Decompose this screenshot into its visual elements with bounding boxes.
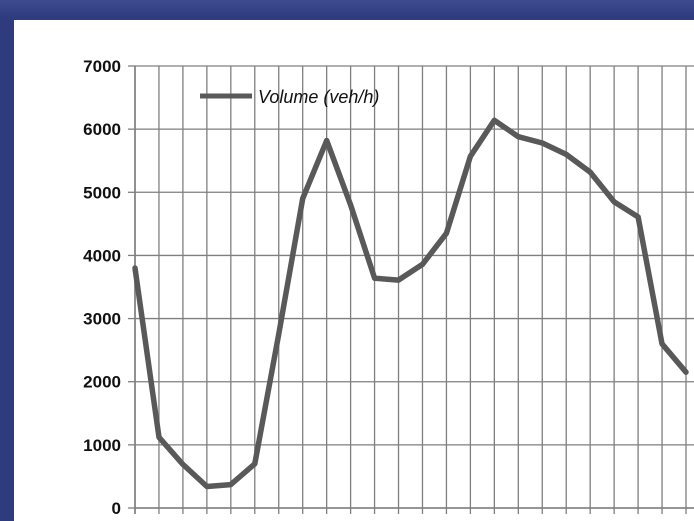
slide-background [0, 0, 694, 18]
data-point [563, 151, 569, 157]
y-tick-label: 4000 [83, 246, 121, 265]
data-point [348, 202, 354, 208]
y-tick-label: 5000 [83, 183, 121, 202]
data-point [300, 196, 306, 202]
data-point [491, 117, 497, 123]
data-point [204, 484, 210, 490]
data-point [372, 275, 378, 281]
y-tick-label: 2000 [83, 373, 121, 392]
y-tick-label: 7000 [83, 57, 121, 76]
data-point [587, 169, 593, 175]
data-point [180, 461, 186, 467]
data-point [611, 199, 617, 205]
data-point [683, 369, 689, 375]
series-line [132, 117, 689, 490]
data-point [132, 265, 138, 271]
y-tick-label: 6000 [83, 120, 121, 139]
axes [128, 65, 694, 514]
data-point [252, 461, 258, 467]
data-point [467, 153, 473, 159]
data-point [276, 331, 282, 337]
data-point [156, 434, 162, 440]
legend-label: Volume (veh/h) [258, 87, 379, 107]
y-tick-label: 3000 [83, 310, 121, 329]
y-axis-ticks: 0 1000 2000 3000 4000 5000 6000 7000 [83, 57, 121, 518]
data-point [443, 230, 449, 236]
data-point [659, 341, 665, 347]
data-point [515, 134, 521, 140]
data-point [539, 140, 545, 146]
data-point [635, 214, 641, 220]
y-tick-label: 1000 [83, 436, 121, 455]
grid [134, 65, 694, 514]
data-point [419, 261, 425, 267]
y-tick-label: 0 [112, 499, 121, 518]
data-point [396, 277, 402, 283]
data-point [324, 138, 330, 144]
series-layer [132, 117, 689, 490]
legend: Volume (veh/h) [200, 87, 379, 107]
chart-panel [14, 20, 694, 521]
data-point [228, 482, 234, 488]
